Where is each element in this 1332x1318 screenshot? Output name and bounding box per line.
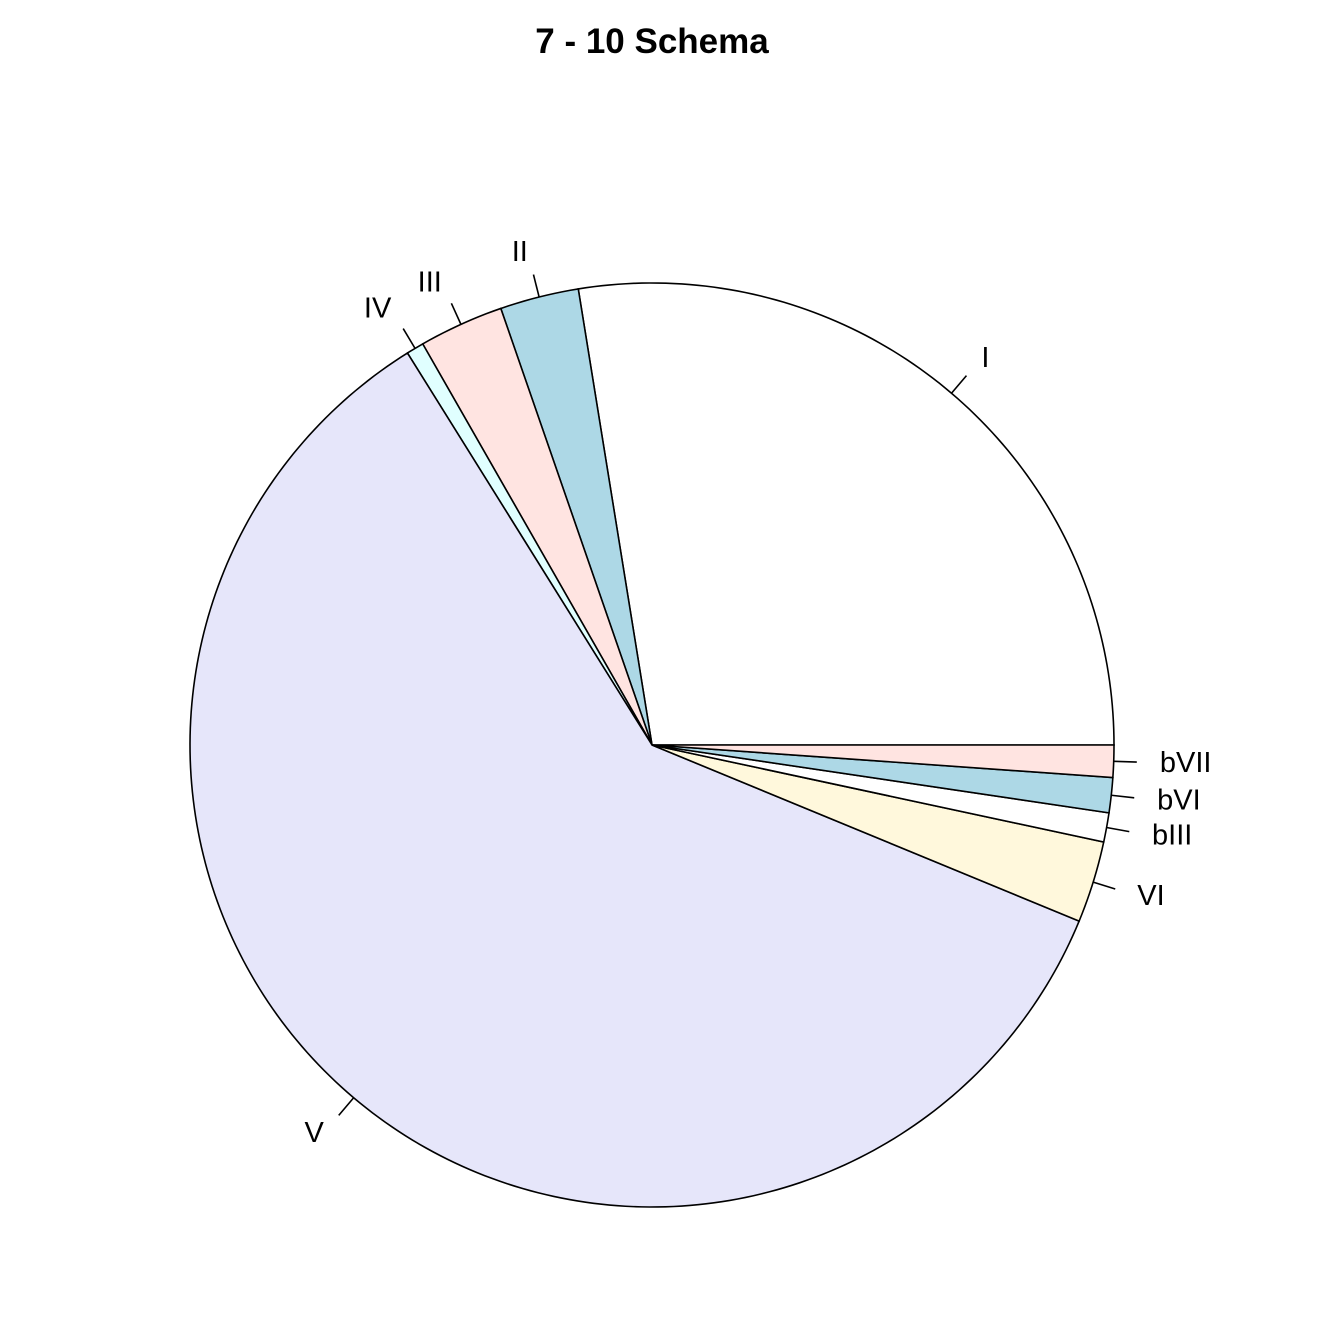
- label-tick-bvii: [1113, 760, 1137, 763]
- slice-label-iv: IV: [364, 293, 392, 325]
- label-tick-vi: [1092, 881, 1116, 890]
- slice-label-bvi: bVI: [1157, 784, 1201, 816]
- pie-slice-i: [577, 282, 1115, 746]
- slice-label-biii: bIII: [1152, 820, 1192, 852]
- pie-slices: [189, 282, 1115, 1208]
- slice-label-bvii: bVII: [1160, 747, 1212, 779]
- slice-label-vi: VI: [1137, 880, 1164, 912]
- label-tick-i: [950, 375, 968, 394]
- slice-label-iii: III: [418, 266, 442, 298]
- pie-slice-vi: [651, 744, 1105, 923]
- slice-label-v: V: [304, 1117, 324, 1149]
- pie-label-ticks: [338, 274, 1137, 1116]
- slice-label-ii: II: [512, 236, 528, 268]
- label-tick-ii: [532, 274, 540, 298]
- label-tick-bvi: [1111, 794, 1135, 799]
- label-tick-iv: [402, 328, 416, 349]
- pie-slice-iii: [421, 307, 653, 746]
- slice-label-i: I: [981, 342, 989, 374]
- label-tick-iii: [450, 302, 462, 325]
- label-tick-biii: [1106, 826, 1130, 833]
- label-tick-v: [338, 1097, 355, 1116]
- chart-title: 7 - 10 Schema: [535, 22, 769, 61]
